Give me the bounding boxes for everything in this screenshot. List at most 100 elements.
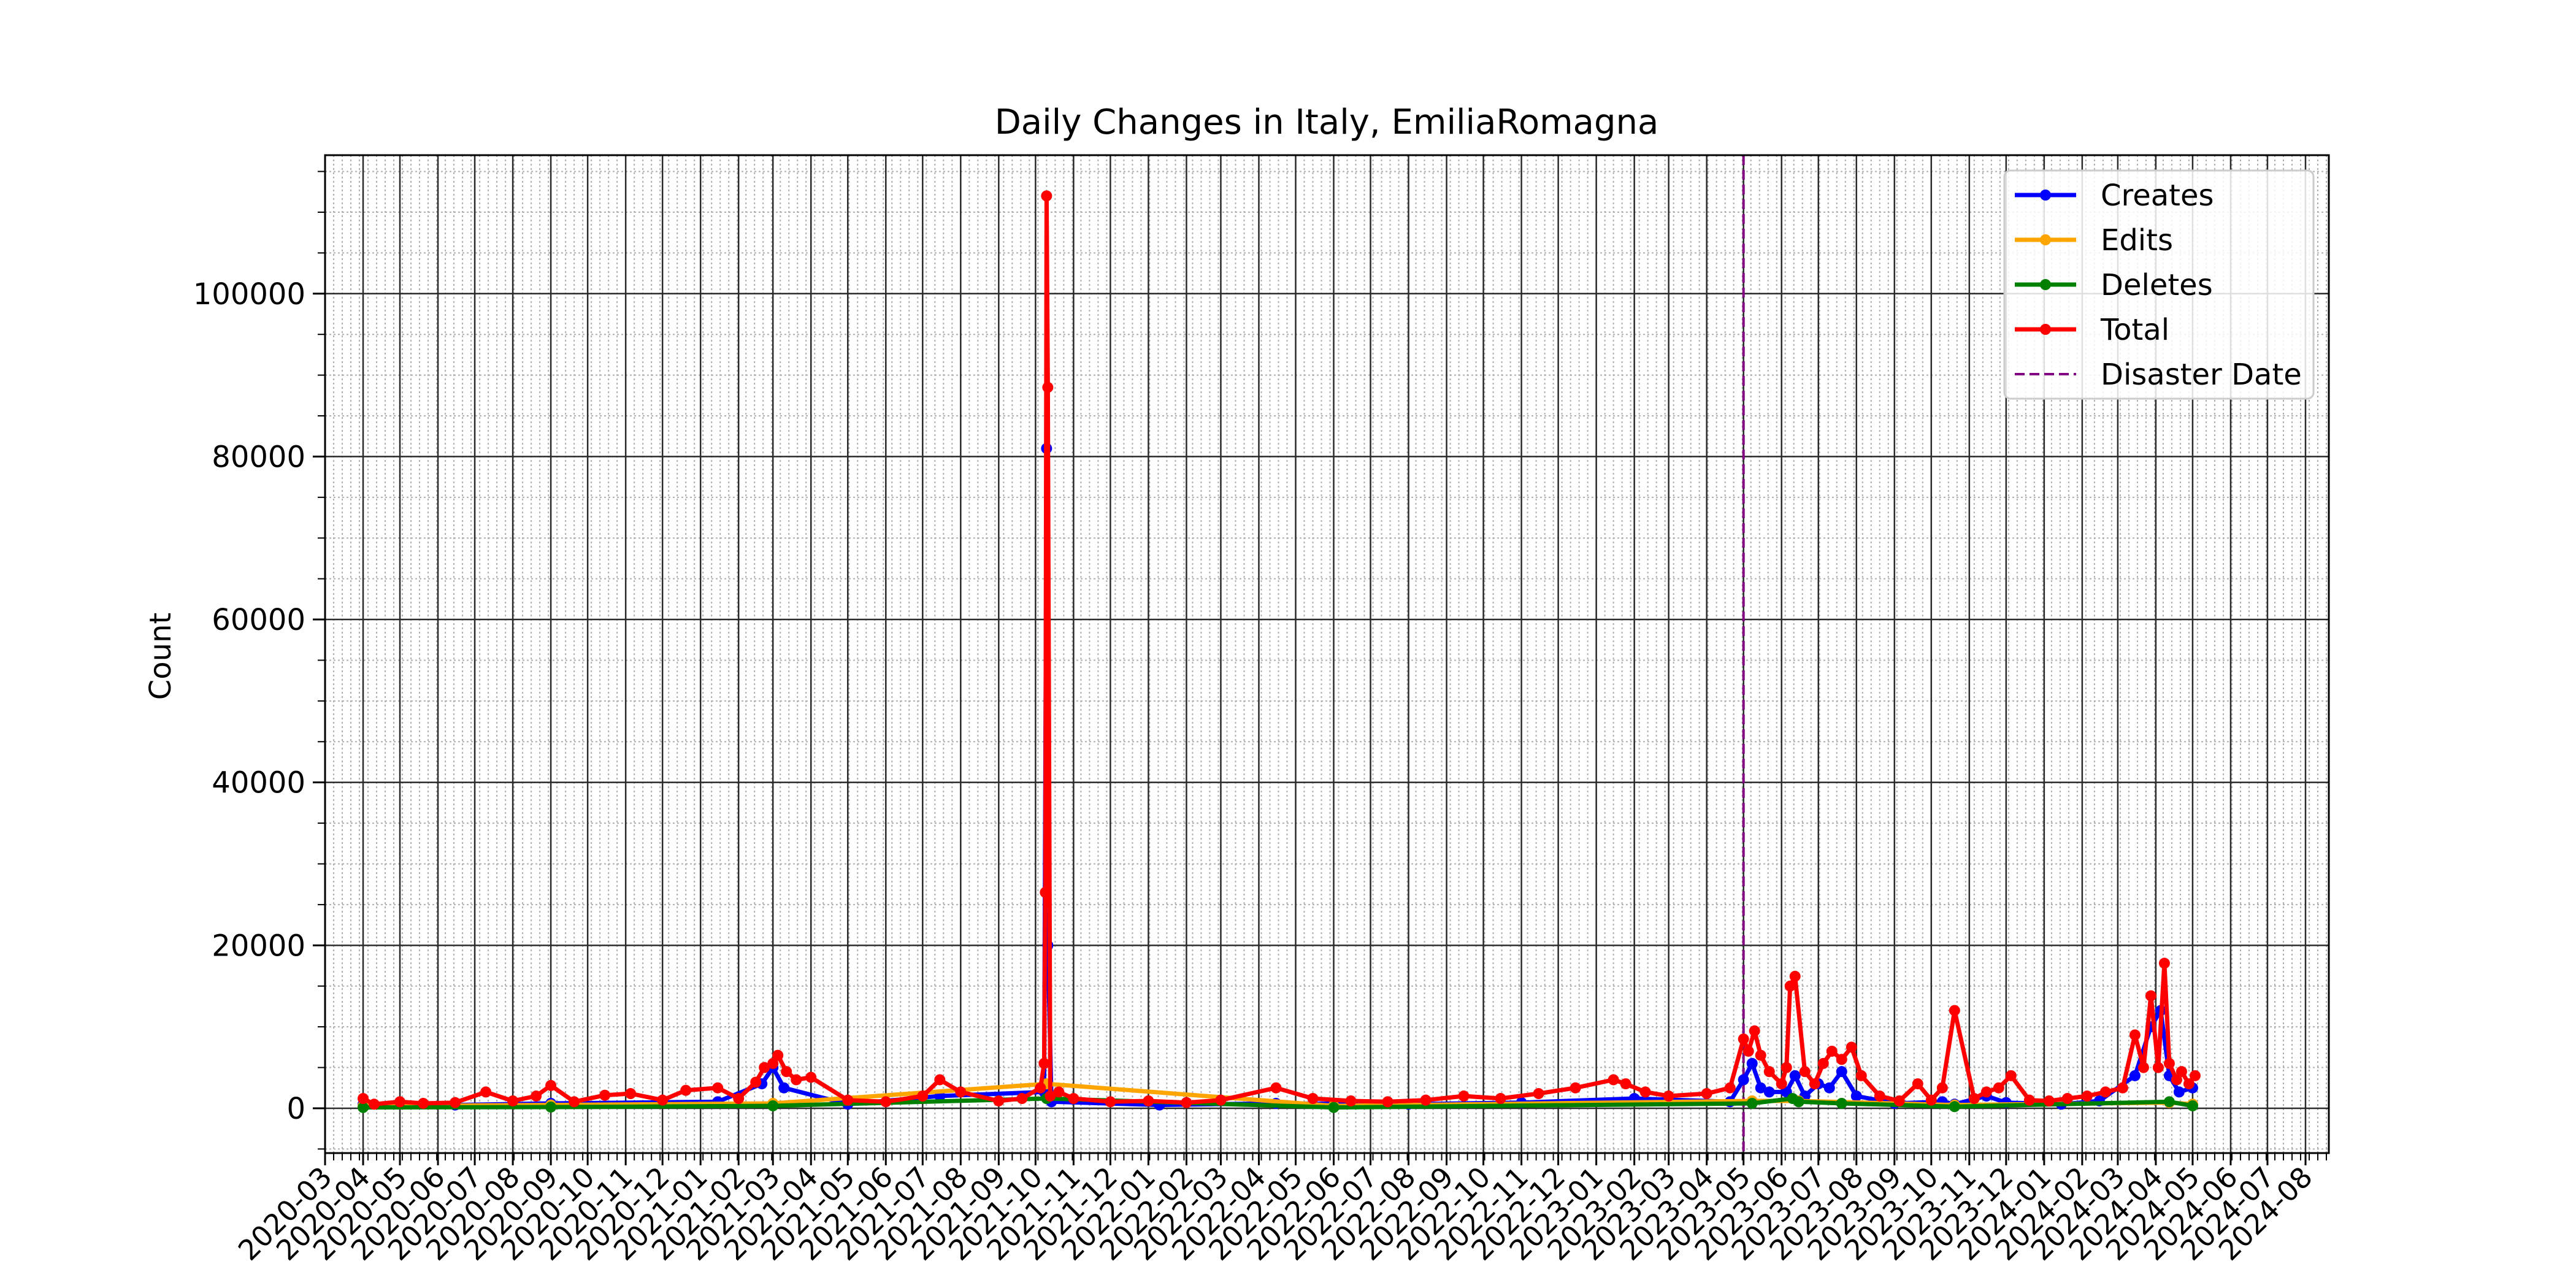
data-point — [2129, 1070, 2141, 1081]
data-point — [1763, 1086, 1775, 1098]
data-point — [712, 1082, 724, 1094]
series-layer — [358, 190, 2201, 1113]
minor-gridlines — [324, 155, 2329, 1153]
data-point — [369, 1098, 380, 1110]
legend-marker — [2040, 234, 2051, 245]
data-point — [1823, 1082, 1835, 1094]
data-point — [569, 1096, 580, 1108]
data-point — [2173, 1086, 2185, 1098]
data-point — [880, 1096, 892, 1108]
data-point — [1755, 1049, 1766, 1061]
data-point — [1949, 1005, 1960, 1016]
data-point — [2145, 990, 2156, 1002]
data-point — [1781, 1062, 1792, 1073]
data-point — [358, 1093, 369, 1105]
data-point — [1799, 1066, 1811, 1078]
data-point — [955, 1086, 967, 1098]
data-point — [2081, 1091, 2093, 1102]
data-point — [1270, 1082, 1282, 1094]
legend-label: Disaster Date — [2101, 358, 2302, 392]
data-point — [1663, 1091, 1674, 1102]
legend-label: Edits — [2101, 223, 2173, 258]
series-line-deletes — [362, 1096, 2193, 1110]
data-point — [531, 1091, 542, 1102]
data-point — [545, 1101, 557, 1113]
data-point — [1949, 1101, 1960, 1113]
y-tick-label: 0 — [286, 1092, 305, 1126]
data-point — [1068, 1093, 1079, 1105]
data-point — [1533, 1088, 1544, 1100]
data-point — [1570, 1082, 1581, 1094]
data-point — [1826, 1045, 1838, 1057]
y-tick-label: 100000 — [193, 277, 305, 312]
data-point — [1328, 1102, 1340, 1113]
y-axis: 0 20000 40000 60000 80000 100000 — [193, 171, 325, 1150]
y-axis-label: Count — [144, 613, 178, 700]
data-point — [1701, 1088, 1712, 1100]
data-point — [1742, 1045, 1754, 1057]
data-point — [1912, 1078, 1923, 1090]
data-point — [507, 1095, 519, 1106]
data-point — [781, 1066, 792, 1078]
data-point — [2129, 1029, 2141, 1041]
data-point — [2152, 1062, 2164, 1073]
data-point — [1458, 1091, 1470, 1102]
data-point — [2175, 1066, 2187, 1078]
data-point — [1382, 1096, 1393, 1108]
data-point — [2117, 1082, 2128, 1094]
data-point — [805, 1071, 817, 1083]
y-tick-label: 60000 — [212, 603, 305, 637]
data-point — [767, 1057, 779, 1069]
data-point — [767, 1100, 779, 1111]
data-point — [1784, 980, 1796, 992]
data-point — [1980, 1086, 1992, 1098]
data-point — [1817, 1057, 1829, 1069]
data-point — [2163, 1057, 2175, 1069]
data-point — [2061, 1093, 2073, 1105]
data-point — [1836, 1054, 1847, 1065]
data-point — [1846, 1041, 1857, 1053]
data-point — [733, 1093, 745, 1105]
data-point — [1045, 1091, 1056, 1102]
data-point — [1893, 1095, 1905, 1106]
data-point — [680, 1084, 692, 1096]
data-point — [1746, 1057, 1758, 1069]
data-point — [1181, 1097, 1192, 1108]
data-point — [1724, 1082, 1736, 1094]
data-point — [2163, 1096, 2175, 1108]
data-point — [1836, 1066, 1847, 1078]
data-point — [1639, 1086, 1651, 1098]
data-point — [759, 1062, 770, 1073]
data-point — [1746, 1097, 1758, 1109]
data-point — [1855, 1070, 1867, 1081]
legend: Creates Edits Deletes Total Disaster Date — [2003, 169, 2315, 400]
data-point — [1874, 1091, 1885, 1102]
data-point — [1345, 1095, 1357, 1106]
data-point — [599, 1089, 611, 1101]
legend-marker — [2040, 324, 2051, 335]
data-point — [750, 1076, 762, 1088]
data-point — [1620, 1078, 1631, 1090]
data-point — [2099, 1086, 2111, 1098]
data-point — [1993, 1082, 2004, 1094]
data-point — [1041, 190, 1052, 202]
data-point — [1035, 1082, 1046, 1094]
data-point — [1053, 1086, 1065, 1098]
data-point — [1105, 1096, 1116, 1108]
data-point — [1925, 1094, 1937, 1106]
legend-box — [2003, 169, 2315, 400]
data-point — [1776, 1078, 1787, 1090]
data-point — [1215, 1094, 1227, 1106]
data-point — [2043, 1095, 2055, 1106]
data-point — [2158, 957, 2170, 969]
data-point — [418, 1097, 429, 1109]
data-point — [394, 1096, 406, 1108]
data-point — [1968, 1093, 1980, 1105]
legend-label: Creates — [2101, 178, 2214, 213]
data-point — [1850, 1091, 1862, 1102]
data-point — [2187, 1100, 2198, 1111]
y-tick-label: 20000 — [212, 929, 305, 963]
legend-label: Total — [2100, 313, 2169, 347]
data-point — [1016, 1093, 1028, 1105]
